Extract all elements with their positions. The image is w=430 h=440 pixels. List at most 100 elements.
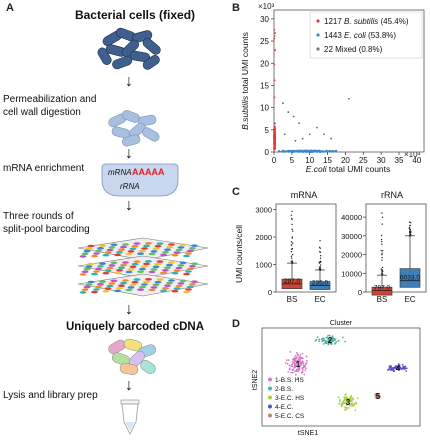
- tsne-point: [287, 370, 290, 373]
- ec-cell-point: [315, 150, 318, 153]
- tsne-point: [338, 402, 341, 405]
- tsne-point: [401, 364, 404, 366]
- plate-well: [160, 289, 167, 293]
- tsne-point: [295, 370, 298, 372]
- ec-cell-point: [310, 150, 313, 153]
- plate-well: [116, 269, 123, 272]
- plate-well: [191, 280, 198, 283]
- cluster-legend-entry: 3-E.C. HS: [275, 395, 305, 402]
- mixed-cell-point: [301, 137, 304, 140]
- plate-well: [189, 283, 196, 286]
- tsne-point: [350, 402, 352, 405]
- median-label: 235.0: [312, 280, 329, 287]
- outlier-point: [380, 240, 383, 243]
- cluster-id-label: 4: [396, 364, 401, 373]
- tsne-point: [289, 351, 292, 353]
- tsne-point: [332, 337, 335, 340]
- tsne-point: [353, 403, 356, 405]
- plate-well: [106, 284, 114, 288]
- tsne-point: [323, 339, 325, 342]
- median-label: 797.0: [374, 285, 391, 292]
- plate-well: [152, 247, 160, 251]
- tsne-point: [404, 365, 407, 368]
- plate-well: [137, 270, 144, 273]
- plate-well: [177, 246, 185, 249]
- plate-well: [87, 262, 95, 266]
- y-tick-label-c: 30000: [341, 232, 362, 241]
- bs-cell-point: [273, 129, 276, 132]
- plate-well: [175, 284, 183, 288]
- rrna-box-title: rRNA: [381, 190, 403, 200]
- y-tick-label-b: 30: [260, 15, 269, 24]
- mrna-box-title: mRNA: [291, 190, 318, 200]
- tsne-point: [292, 361, 294, 364]
- tsne-point: [327, 342, 330, 345]
- plate-well: [106, 248, 114, 252]
- plate-well: [87, 280, 95, 284]
- workflow-title: Bacterial cells (fixed): [74, 8, 196, 22]
- plate-well: [81, 252, 89, 256]
- plate-well: [97, 265, 104, 268]
- tsne-point: [330, 342, 333, 345]
- plate-well: [95, 285, 102, 289]
- tsne-point: [337, 339, 340, 342]
- barcoding-plate: [77, 255, 209, 279]
- tsne-point: [349, 404, 351, 407]
- outlier-point: [290, 244, 293, 246]
- plate-well: [93, 288, 100, 291]
- plate-well: [110, 279, 118, 283]
- plate-well: [139, 267, 146, 271]
- plate-well: [118, 284, 125, 287]
- barcoded-cdna-illustration: [108, 338, 157, 375]
- plate-well: [99, 244, 106, 247]
- tsne-point: [318, 340, 320, 343]
- plate-well: [141, 247, 148, 250]
- cluster-legend-marker: [268, 404, 272, 409]
- tsne-point: [285, 359, 288, 362]
- outlier-point: [291, 217, 293, 220]
- outlier-point: [381, 266, 384, 269]
- tsne-point: [301, 361, 303, 364]
- x-axis-label-b: E.coli total UMI counts: [306, 164, 391, 174]
- tsne-point: [296, 354, 299, 357]
- plate-well: [143, 280, 150, 284]
- y-tick-label-b: 0: [265, 148, 270, 157]
- mixed-cell-point: [287, 111, 290, 113]
- outlier-point: [381, 252, 383, 255]
- outlier-point: [291, 237, 293, 239]
- outlier-point: [290, 255, 293, 258]
- arrow-down-icon: ↓: [125, 301, 133, 318]
- tsne-point: [324, 340, 327, 343]
- step-permeabilization: Permeabilization and: [3, 94, 97, 105]
- outlier-point: [319, 247, 321, 249]
- tsne-point: [305, 355, 308, 358]
- outlier-point: [290, 251, 293, 253]
- plate-well: [85, 283, 93, 286]
- bs-cell-point: [273, 79, 276, 82]
- plate-well: [171, 289, 179, 293]
- outlier-point: [292, 242, 294, 244]
- plate-well: [156, 278, 164, 281]
- tsne-point: [344, 393, 347, 396]
- tsne-point: [301, 367, 304, 370]
- plate-well: [179, 279, 187, 283]
- plate-well: [137, 288, 144, 291]
- tsne-point: [402, 366, 405, 368]
- plate-well: [139, 249, 146, 253]
- plate-well: [160, 271, 167, 275]
- outlier-point: [292, 253, 294, 256]
- plate-well: [145, 278, 152, 281]
- plate-well: [102, 289, 110, 293]
- tsne-point: [297, 363, 300, 366]
- outlier-point: [319, 240, 321, 242]
- y-tick-label-c: 20000: [341, 251, 362, 260]
- tsne-chart-d: Cluster tSNE1 tSNE2 1 2 3 4 5 1-B.S. HS 2-B.S…: [252, 320, 421, 437]
- ec-cell-point: [298, 149, 300, 152]
- bs-cell-point: [273, 131, 276, 134]
- outlier-point: [409, 224, 411, 227]
- bs-cell-point: [274, 143, 277, 146]
- ec-cell-point: [287, 150, 290, 153]
- plate-well: [99, 262, 106, 265]
- outlier-point: [318, 251, 321, 253]
- ec-cell-point: [323, 150, 326, 153]
